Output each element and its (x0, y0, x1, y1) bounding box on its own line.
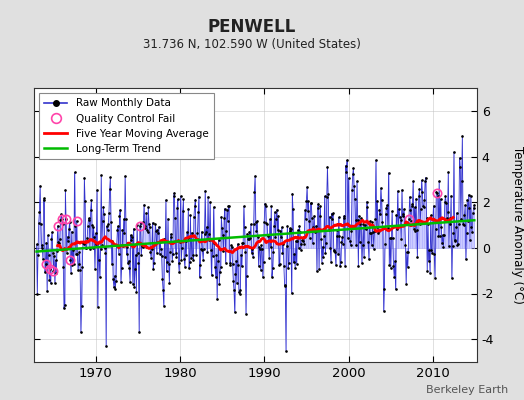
Text: PENWELL: PENWELL (208, 18, 296, 36)
Text: Berkeley Earth: Berkeley Earth (426, 385, 508, 395)
Legend: Raw Monthly Data, Quality Control Fail, Five Year Moving Average, Long-Term Tren: Raw Monthly Data, Quality Control Fail, … (39, 93, 214, 159)
Y-axis label: Temperature Anomaly (°C): Temperature Anomaly (°C) (511, 146, 524, 304)
Text: 31.736 N, 102.590 W (United States): 31.736 N, 102.590 W (United States) (143, 38, 361, 51)
